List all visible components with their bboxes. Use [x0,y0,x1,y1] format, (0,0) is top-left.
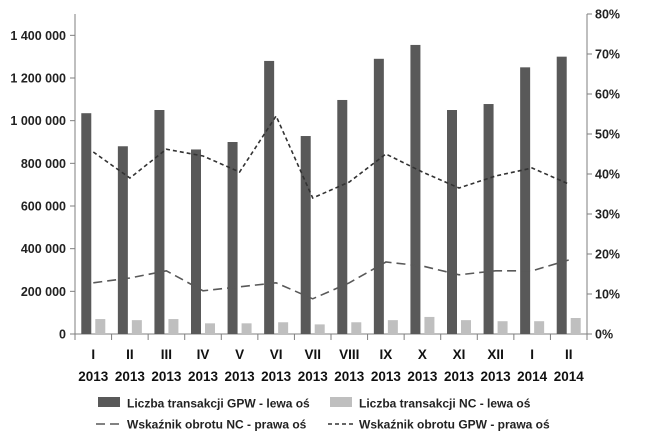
nc-transactions-bar [168,319,179,334]
right-axis-tick-label: 10% [595,288,620,302]
nc-transactions-bar [387,320,398,334]
right-axis-tick-label: 70% [595,48,620,62]
left-axis-tick-label: 600 000 [21,200,66,214]
gpw-transactions-bar [300,136,311,334]
category-month-label: XII [487,347,504,362]
category-year-label: 2013 [444,369,475,384]
right-axis-tick-label: 50% [595,128,620,142]
left-axis-tick-label: 1 000 000 [10,114,66,128]
right-axis-tick-label: 60% [595,88,620,102]
category-month-label: II [565,347,573,362]
category-year-label: 2013 [151,369,182,384]
right-axis-tick-label: 20% [595,248,620,262]
category-year-label: 2013 [371,369,402,384]
gpw-transactions-bar [337,99,348,335]
category-month-label: VIII [339,347,359,362]
category-year-label: 2013 [407,369,438,384]
nc-transactions-bar [278,322,289,334]
category-month-label: IV [197,347,210,362]
gpw-transactions-bar [264,60,275,334]
left-axis-tick-label: 0 [59,328,66,342]
category-labels: I2013II2013III2013IV2013V2013VI2013VII20… [78,347,584,384]
gpw-transactions-bar [373,58,384,335]
nc-transactions-bar [424,316,435,334]
category-year-label: 2014 [554,369,585,384]
left-axis-tick-label: 200 000 [21,285,66,299]
left-axis-tick-label: 800 000 [21,157,66,171]
category-year-label: 2013 [334,369,365,384]
legend-swatch [330,397,352,407]
gpw-transactions-bar [81,113,92,334]
nc-transactions-bar [461,320,471,334]
category-month-label: XI [453,347,466,362]
left-axis-tick-label: 400 000 [21,242,66,256]
category-year-label: 2014 [517,369,548,384]
left-axis-tick-labels: 0 200 000 400 000 600 000 800 000 1 000 000 1 … [10,29,75,342]
category-month-label: III [161,347,172,362]
legend-label: Wskaźnik obrotu GPW - prawa oś [359,418,550,432]
gpw-transactions-bar [227,142,238,334]
left-axis-tick-label: 1 200 000 [10,72,66,86]
category-month-label: X [418,347,427,362]
category-month-label: IX [379,347,392,362]
nc-transactions-bar [570,318,581,334]
nc-transactions-bar [95,319,106,334]
right-axis-tick-label: 0% [595,328,613,342]
legend-swatch [98,397,120,407]
category-month-label: V [235,347,244,362]
nc-turnover-ratio-line [93,259,569,300]
gpw-transactions-bar [556,56,567,335]
gpw-transactions-bar [191,149,201,334]
gpw-transactions-bar [520,67,531,334]
right-axis-tick-label: 30% [595,208,620,222]
category-year-label: 2013 [481,369,512,384]
legend: Liczba transakcji GPW - lewa oś Liczba tr… [96,397,550,432]
nc-transactions-bar [534,321,545,334]
nc-transactions-bar [131,320,142,334]
category-month-label: II [126,347,134,362]
gpw-turnover-ratio-line [92,114,570,200]
legend-label: Wskaźnik obrotu NC - prawa oś [127,418,307,432]
category-month-label: I [530,347,534,362]
category-month-label: VI [270,347,283,362]
category-year-label: 2013 [298,369,329,384]
category-year-label: 2013 [188,369,219,384]
nc-transactions-bar [205,323,215,334]
category-month-label: VII [304,347,321,362]
category-month-label: I [91,347,95,362]
gpw-transactions-bar [117,146,128,334]
right-axis-tick-label: 40% [595,168,620,182]
gpw-transactions-bar [410,44,421,334]
left-axis-tick-label: 1 400 000 [10,29,66,43]
legend-label: Liczba transakcji GPW - lewa oś [127,397,310,411]
right-axis-tick-label: 80% [595,8,620,22]
nc-transactions-bar [241,323,252,334]
nc-transactions-bar [314,324,325,334]
category-year-label: 2013 [261,369,292,384]
gpw-transactions-bar [447,110,457,334]
gpw-transactions-bar [483,104,494,334]
category-year-label: 2013 [115,369,146,384]
plot-area [74,14,588,340]
nc-transactions-bar [351,322,362,334]
right-axis-tick-labels: 0% 10% 20% 30% 40% 50% 60% 70% 80% [587,8,620,342]
legend-label: Liczba transakcji NC - lewa oś [359,397,531,411]
category-year-label: 2013 [225,369,256,384]
nc-transactions-bar [497,321,508,334]
gpw-transactions-bar [154,110,165,334]
category-year-label: 2013 [78,369,109,384]
